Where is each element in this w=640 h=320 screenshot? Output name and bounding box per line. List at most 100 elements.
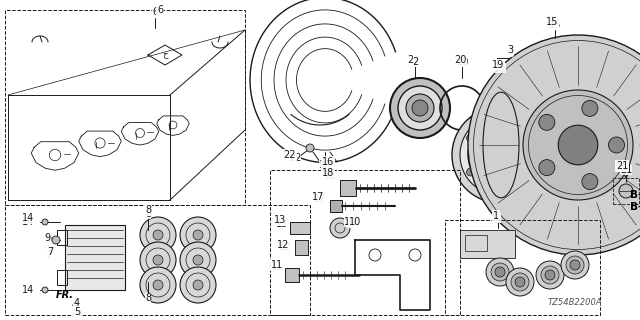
Text: 21: 21 (616, 161, 628, 171)
Circle shape (193, 255, 203, 265)
Circle shape (511, 273, 529, 291)
Text: 8: 8 (145, 293, 151, 303)
Text: 9: 9 (44, 233, 50, 243)
Text: 14: 14 (22, 285, 34, 295)
Text: 13: 13 (276, 219, 288, 229)
FancyArrow shape (22, 284, 41, 303)
Text: 14: 14 (22, 217, 34, 227)
Text: 12: 12 (279, 242, 291, 252)
Circle shape (460, 115, 540, 195)
Circle shape (452, 107, 548, 203)
Text: 10: 10 (349, 217, 361, 227)
Circle shape (52, 236, 60, 244)
Text: 8: 8 (145, 209, 151, 219)
Circle shape (42, 219, 48, 225)
Text: 19: 19 (494, 63, 506, 73)
Circle shape (536, 261, 564, 289)
Circle shape (140, 242, 176, 278)
Circle shape (496, 117, 504, 125)
Circle shape (180, 217, 216, 253)
Text: 17: 17 (314, 194, 326, 204)
Circle shape (495, 267, 505, 277)
Text: 14: 14 (22, 213, 34, 223)
Bar (5, 10, 245, 205)
Circle shape (486, 258, 514, 286)
Circle shape (306, 144, 314, 152)
Circle shape (541, 266, 559, 284)
Circle shape (619, 184, 633, 198)
Text: 18: 18 (324, 171, 336, 181)
Circle shape (153, 280, 163, 290)
Circle shape (545, 270, 555, 280)
Circle shape (515, 277, 525, 287)
Circle shape (153, 230, 163, 240)
Text: 3: 3 (507, 45, 513, 55)
Bar (57, 230, 67, 245)
Bar (65, 225, 125, 290)
Circle shape (153, 255, 163, 265)
Text: 13: 13 (274, 215, 286, 225)
Text: 5: 5 (74, 307, 80, 317)
Bar (613, 178, 639, 204)
Circle shape (566, 256, 584, 274)
Text: 6: 6 (152, 7, 158, 17)
Circle shape (570, 260, 580, 270)
Text: 19: 19 (492, 60, 504, 70)
Text: 3: 3 (507, 47, 513, 57)
Text: FR.: FR. (56, 290, 74, 300)
Bar (57, 270, 67, 285)
Circle shape (468, 35, 640, 255)
Circle shape (140, 217, 176, 253)
Text: 8: 8 (145, 205, 151, 215)
Bar (295, 240, 308, 255)
Text: 5: 5 (72, 307, 78, 317)
Bar (60, 138, 100, 158)
Text: 1: 1 (495, 213, 501, 223)
Text: 20: 20 (454, 55, 466, 65)
Circle shape (491, 263, 509, 281)
Text: 2: 2 (412, 57, 418, 67)
Circle shape (525, 168, 534, 176)
Circle shape (539, 160, 555, 176)
Circle shape (558, 125, 598, 165)
Bar (270, 170, 460, 315)
Bar (285, 268, 299, 282)
Circle shape (42, 287, 48, 293)
Text: 22: 22 (289, 153, 301, 163)
Circle shape (582, 100, 598, 116)
Circle shape (193, 280, 203, 290)
Text: 15: 15 (546, 17, 558, 27)
Circle shape (330, 218, 350, 238)
Circle shape (476, 131, 524, 179)
Text: 7: 7 (47, 247, 53, 257)
Circle shape (539, 114, 555, 130)
Circle shape (467, 134, 474, 142)
Text: 2: 2 (407, 55, 413, 65)
Text: 10: 10 (344, 217, 356, 227)
Circle shape (412, 100, 428, 116)
Circle shape (467, 168, 474, 176)
Text: TZ54B2200A: TZ54B2200A (548, 298, 602, 307)
Circle shape (180, 267, 216, 303)
Circle shape (506, 268, 534, 296)
Circle shape (525, 134, 534, 142)
Text: 12: 12 (277, 240, 289, 250)
Bar (5, 205, 310, 315)
Text: 6: 6 (157, 5, 163, 15)
Text: 17: 17 (312, 192, 324, 202)
Circle shape (484, 139, 516, 171)
Text: 7: 7 (45, 250, 51, 260)
Bar (104, 129, 140, 147)
Circle shape (496, 185, 504, 193)
Bar (330, 200, 342, 212)
Circle shape (492, 147, 508, 163)
Bar (290, 222, 310, 234)
Text: 9: 9 (45, 235, 51, 245)
Circle shape (398, 86, 442, 130)
Polygon shape (355, 240, 430, 310)
Circle shape (193, 230, 203, 240)
Bar (143, 120, 173, 136)
Circle shape (390, 78, 450, 138)
Circle shape (582, 174, 598, 190)
Text: 4: 4 (72, 300, 78, 310)
